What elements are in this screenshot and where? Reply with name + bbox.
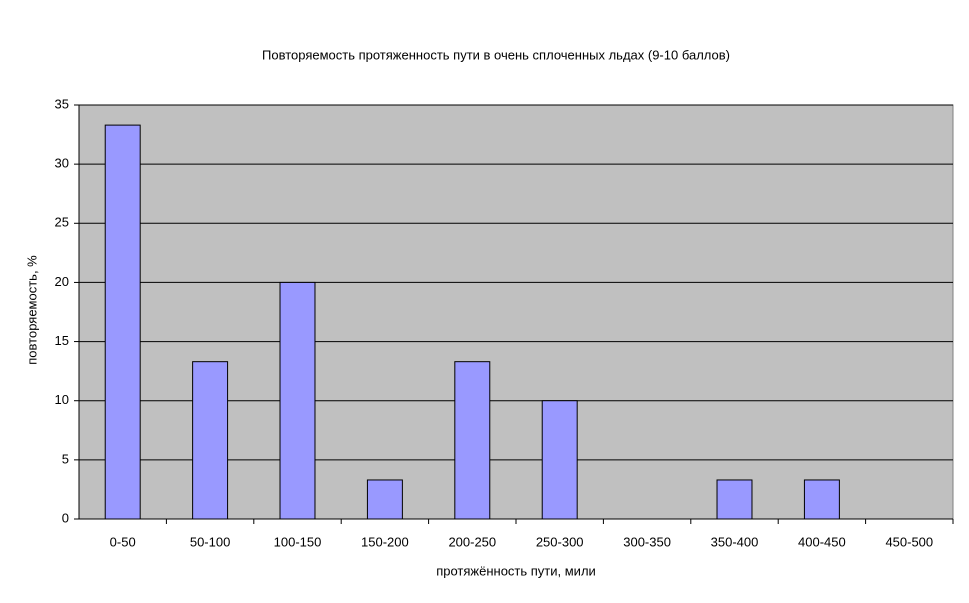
y-tick-label: 25 <box>55 215 69 230</box>
bar <box>803 479 840 520</box>
y-axis-label: повторяемость, % <box>24 255 39 365</box>
bar <box>541 400 578 520</box>
x-tick-label: 300-350 <box>623 534 671 549</box>
y-tick-label: 35 <box>55 96 69 111</box>
x-tick-label: 0-50 <box>110 534 136 549</box>
bar <box>104 124 141 520</box>
bar <box>279 281 316 520</box>
x-tick-label: 100-150 <box>274 534 322 549</box>
chart-title: Повторяемость протяженность пути в очень… <box>262 47 730 62</box>
y-tick-label: 30 <box>55 156 69 171</box>
x-tick-label: 450-500 <box>885 534 933 549</box>
x-tick-label: 150-200 <box>361 534 409 549</box>
bar <box>192 361 229 520</box>
y-tick-label: 15 <box>55 333 69 348</box>
x-tick-label: 350-400 <box>711 534 759 549</box>
y-tick-label: 20 <box>55 274 69 289</box>
y-tick-label: 10 <box>55 392 69 407</box>
x-tick-label: 200-250 <box>448 534 496 549</box>
y-tick-label: 0 <box>62 510 69 525</box>
x-tick-label: 50-100 <box>190 534 230 549</box>
bar <box>366 479 403 520</box>
x-axis-label: протяжённость пути, мили <box>436 563 596 578</box>
bar <box>716 479 753 520</box>
bar <box>454 361 491 520</box>
x-tick-label: 250-300 <box>536 534 584 549</box>
x-tick-label: 400-450 <box>798 534 846 549</box>
y-tick-label: 5 <box>62 451 69 466</box>
